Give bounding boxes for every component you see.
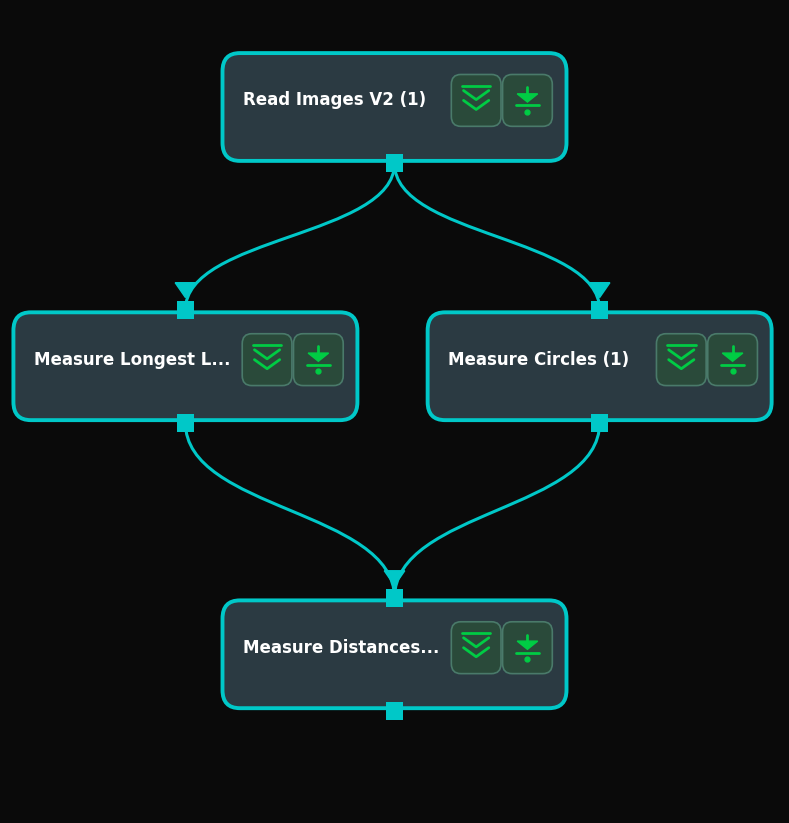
Text: Read Images V2 (1): Read Images V2 (1) bbox=[243, 91, 426, 109]
Text: Measure Distances...: Measure Distances... bbox=[243, 639, 439, 657]
Bar bbox=[591, 300, 608, 319]
Bar bbox=[386, 589, 403, 607]
FancyBboxPatch shape bbox=[222, 601, 567, 708]
Bar bbox=[177, 414, 194, 431]
FancyBboxPatch shape bbox=[708, 334, 757, 385]
Text: Measure Circles (1): Measure Circles (1) bbox=[448, 351, 630, 369]
FancyBboxPatch shape bbox=[503, 75, 552, 127]
Bar bbox=[177, 300, 194, 319]
FancyBboxPatch shape bbox=[503, 622, 552, 673]
Polygon shape bbox=[175, 282, 196, 298]
FancyBboxPatch shape bbox=[242, 334, 292, 385]
Bar bbox=[386, 155, 403, 173]
Polygon shape bbox=[308, 353, 328, 361]
FancyBboxPatch shape bbox=[222, 53, 567, 161]
Polygon shape bbox=[589, 282, 610, 298]
Bar bbox=[591, 414, 608, 431]
Polygon shape bbox=[384, 571, 405, 586]
Polygon shape bbox=[517, 94, 537, 102]
FancyBboxPatch shape bbox=[428, 313, 772, 420]
FancyBboxPatch shape bbox=[294, 334, 343, 385]
Bar bbox=[386, 701, 403, 719]
FancyBboxPatch shape bbox=[13, 313, 357, 420]
FancyBboxPatch shape bbox=[656, 334, 706, 385]
FancyBboxPatch shape bbox=[451, 622, 501, 673]
Polygon shape bbox=[517, 641, 537, 649]
Polygon shape bbox=[722, 353, 742, 361]
FancyBboxPatch shape bbox=[451, 75, 501, 127]
Text: Measure Longest L...: Measure Longest L... bbox=[34, 351, 230, 369]
